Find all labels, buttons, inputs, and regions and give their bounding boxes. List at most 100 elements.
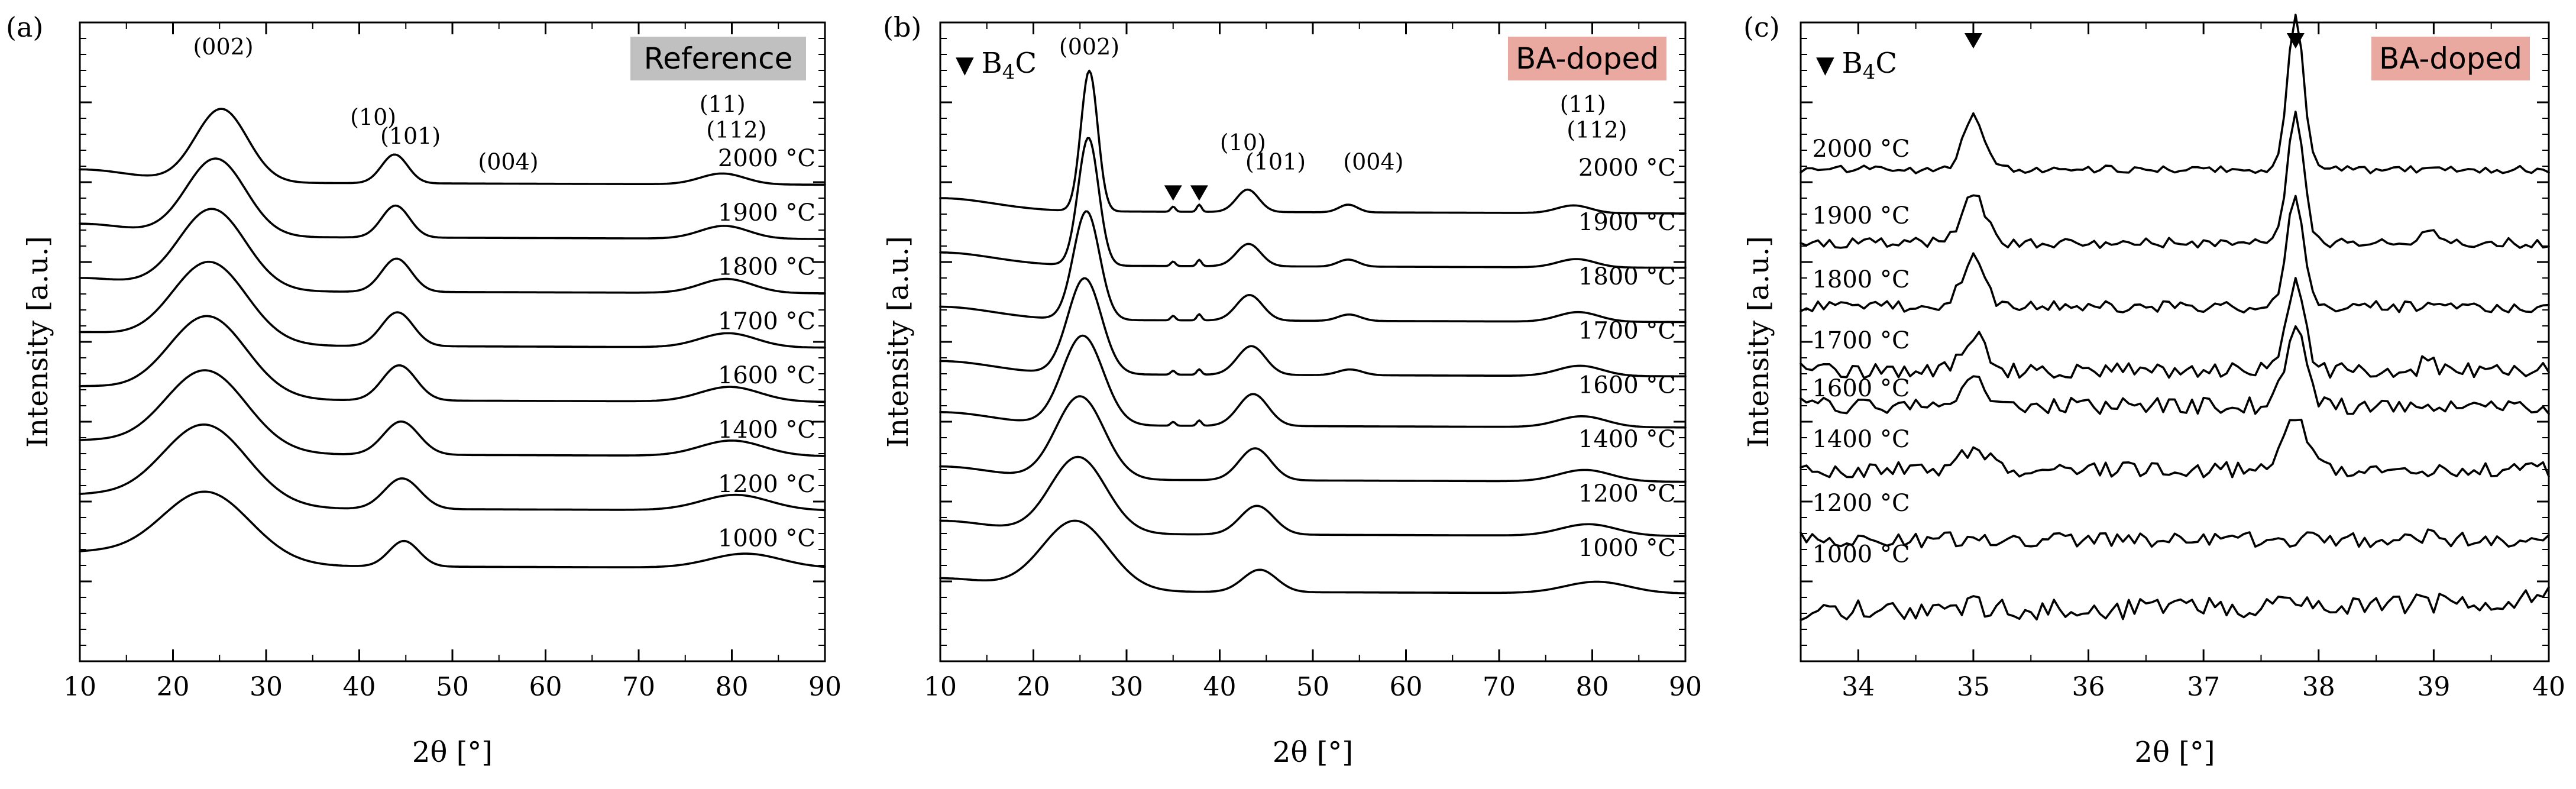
xrd-curve-1800 xyxy=(79,208,826,295)
xrd-curve-1800 xyxy=(939,210,1687,324)
sample-badge xyxy=(1508,37,1666,80)
temperature-label: 2000 °C xyxy=(718,145,815,172)
xrd-curve-1700 xyxy=(939,277,1687,378)
x-tick-label: 36 xyxy=(2072,672,2105,702)
temperature-label: 1900 °C xyxy=(1812,202,1910,229)
x-tick-label: 37 xyxy=(2187,672,2220,702)
x-tick-label: 10 xyxy=(63,672,96,702)
temperature-label: 1900 °C xyxy=(718,199,815,227)
panel-label: (b) xyxy=(883,11,921,43)
sample-badge xyxy=(630,37,806,80)
x-tick-label: 90 xyxy=(1669,672,1702,702)
temperature-label: 1400 °C xyxy=(1812,426,1910,453)
b4c-legend: ▼ B4C xyxy=(1816,47,1897,84)
temperature-label: 1900 °C xyxy=(1578,209,1676,236)
x-tick-label: 40 xyxy=(343,672,376,702)
temperature-label: 1200 °C xyxy=(718,471,815,498)
peak-label: (11) xyxy=(1560,91,1606,117)
xrd-curve-1900 xyxy=(1800,111,2550,249)
x-tick-label: 10 xyxy=(924,672,957,702)
panel-label: (a) xyxy=(6,11,43,43)
temperature-label: 1600 °C xyxy=(1578,371,1676,399)
temperature-label: 1800 °C xyxy=(1812,266,1910,293)
temperature-label: 1200 °C xyxy=(1578,480,1676,507)
x-tick-label: 20 xyxy=(1017,672,1050,702)
x-axis-label: 2θ [°] xyxy=(2134,736,2215,769)
temperature-label: 1700 °C xyxy=(1812,327,1910,354)
x-tick-label: 35 xyxy=(1957,672,1990,702)
b4c-marker-icon xyxy=(1964,33,1982,48)
b4c-legend: ▼ B4C xyxy=(956,47,1037,84)
xrd-curve-1400 xyxy=(939,395,1687,483)
peak-label: (101) xyxy=(1245,148,1306,174)
temperature-label: 1200 °C xyxy=(1812,490,1910,517)
temperature-label: 1000 °C xyxy=(1812,541,1910,568)
b4c-legend-text: B xyxy=(981,47,1002,80)
xrd-curve-2000 xyxy=(939,69,1687,215)
x-tick-label: 90 xyxy=(808,672,842,702)
peak-label: (10) xyxy=(350,104,396,130)
temperature-label: 1700 °C xyxy=(718,308,815,335)
x-axis-label: 2θ [°] xyxy=(1273,736,1353,769)
x-tick-label: 80 xyxy=(1576,672,1609,702)
peak-label: (10) xyxy=(1220,130,1266,156)
x-tick-label: 50 xyxy=(1296,672,1329,702)
xrd-curve-1200 xyxy=(79,423,826,512)
temperature-label: 2000 °C xyxy=(1578,154,1676,182)
b4c-marker-icon xyxy=(1190,185,1208,201)
temperature-label: 1400 °C xyxy=(718,416,815,444)
xrd-curve-1200 xyxy=(939,455,1687,538)
peak-label: (112) xyxy=(1567,117,1627,143)
peak-label: (004) xyxy=(1343,148,1403,174)
x-tick-label: 60 xyxy=(1390,672,1423,702)
xrd-curve-1000 xyxy=(939,519,1687,594)
x-axis-label: 2θ [°] xyxy=(412,736,493,769)
temperature-label: 1000 °C xyxy=(718,525,815,552)
sample-badge-label: Reference xyxy=(644,41,793,76)
panel-c-ba-doped-zoom: (c) 34 35 36 37 38 39 40 2θ [°] Intensity [a.u.] B… xyxy=(1742,11,2565,769)
y-axis-label: Intensity [a.u.] xyxy=(1742,236,1775,448)
x-tick-label: 40 xyxy=(2532,672,2565,702)
x-tick-label: 39 xyxy=(2417,672,2450,702)
x-tick-label: 38 xyxy=(2302,672,2335,702)
xrd-curve-1200 xyxy=(1800,528,2550,549)
temperature-label: 1000 °C xyxy=(1578,535,1676,562)
xrd-curve-1000 xyxy=(79,490,826,568)
xrd-curve-1400 xyxy=(1800,418,2550,478)
x-tick-label: 20 xyxy=(157,672,190,702)
b4c-legend-subscript: 4 xyxy=(1002,60,1015,84)
peak-label: (002) xyxy=(193,34,253,60)
temperature-label: 1700 °C xyxy=(1578,318,1676,345)
xrd-curve-1900 xyxy=(79,157,826,240)
x-tick-label: 70 xyxy=(622,672,655,702)
sample-badge xyxy=(2371,37,2530,80)
b4c-legend-marker: ▼ xyxy=(1816,51,1842,79)
x-tick-label: 70 xyxy=(1483,672,1516,702)
sample-badge-label: BA-doped xyxy=(2379,41,2522,76)
plot-frame xyxy=(1800,21,2550,662)
b4c-legend-tail: C xyxy=(1875,47,1897,80)
xrd-curve-1000 xyxy=(1800,586,2550,622)
temperature-label: 2000 °C xyxy=(1812,135,1910,163)
xrd-curve-2000 xyxy=(1800,14,2550,174)
peak-label: (002) xyxy=(1059,34,1119,60)
x-tick-label: 30 xyxy=(250,672,283,702)
temperature-label: 1600 °C xyxy=(1812,375,1910,402)
sample-badge-label: BA-doped xyxy=(1516,41,1659,76)
panel-b-ba-doped: (b) 10 20 30 40 50 60 70 80 90 2θ [°] Intensity [a.… xyxy=(882,11,1702,769)
x-tick-label: 60 xyxy=(529,672,562,702)
temperature-label: 1800 °C xyxy=(1578,263,1676,290)
xrd-curve-1600 xyxy=(939,334,1687,429)
xrd-curve-2000 xyxy=(79,108,826,186)
b4c-legend-text: B xyxy=(1842,47,1862,80)
xrd-curve-1900 xyxy=(939,137,1687,269)
xrd-curve-1600 xyxy=(1800,325,2550,415)
xrd-curve-1700 xyxy=(79,260,826,349)
y-axis-label: Intensity [a.u.] xyxy=(882,236,915,448)
temperature-label: 1600 °C xyxy=(718,362,815,389)
b4c-legend-tail: C xyxy=(1015,47,1037,80)
temperature-label: 1400 °C xyxy=(1578,426,1676,453)
x-tick-label: 40 xyxy=(1203,672,1237,702)
peak-label: (101) xyxy=(380,123,441,149)
